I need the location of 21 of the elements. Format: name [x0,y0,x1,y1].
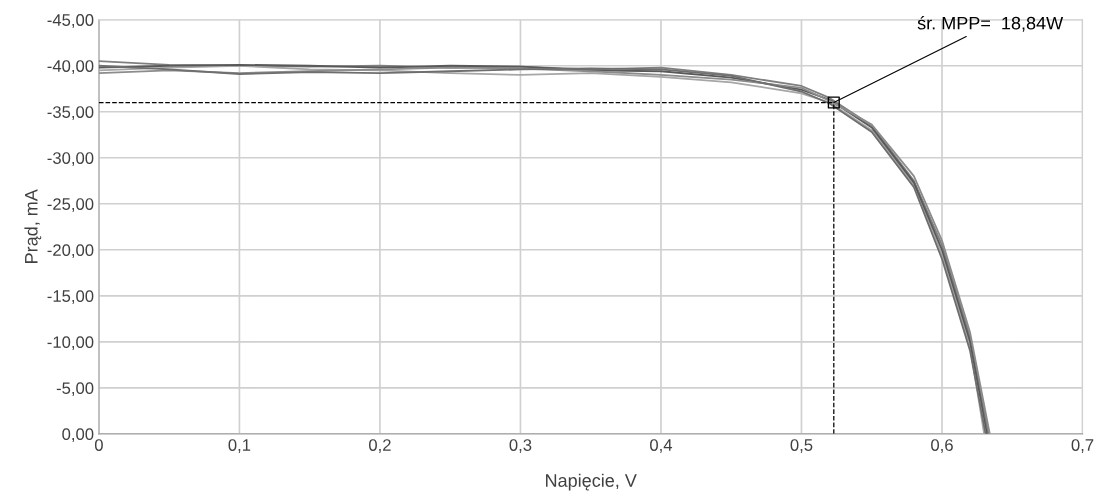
y-tick-label: -25,00 [47,198,94,212]
x-axis-title: Napięcie, V [546,473,637,491]
x-tick-label: 0 [94,439,103,451]
y-axis-title: Prąd, mA [24,189,42,263]
y-tick-label: -45,00 [47,14,94,28]
x-tick-label: 0,1 [228,439,251,453]
y-tick-label: -15,00 [47,290,94,304]
x-tick-label: 0,3 [509,439,532,453]
y-tick-label: -5,00 [56,382,94,396]
y-tick-label: -35,00 [47,106,94,120]
x-tick-label: 0,7 [1071,439,1094,453]
y-tick-label: -20,00 [47,244,94,258]
annotation: śr. MPP= 18,84W [917,16,1064,32]
y-tick-label: 0,00 [62,428,94,443]
y-tick-label: -40,00 [47,60,94,74]
y-tick-label: -10,00 [47,336,94,350]
x-tick-label: 0,5 [790,439,813,453]
x-tick-label: 0,6 [931,439,953,453]
x-tick-label: 0,2 [369,439,391,453]
y-tick-label: -30,00 [47,152,94,166]
x-tick-label: 0,4 [650,439,673,453]
